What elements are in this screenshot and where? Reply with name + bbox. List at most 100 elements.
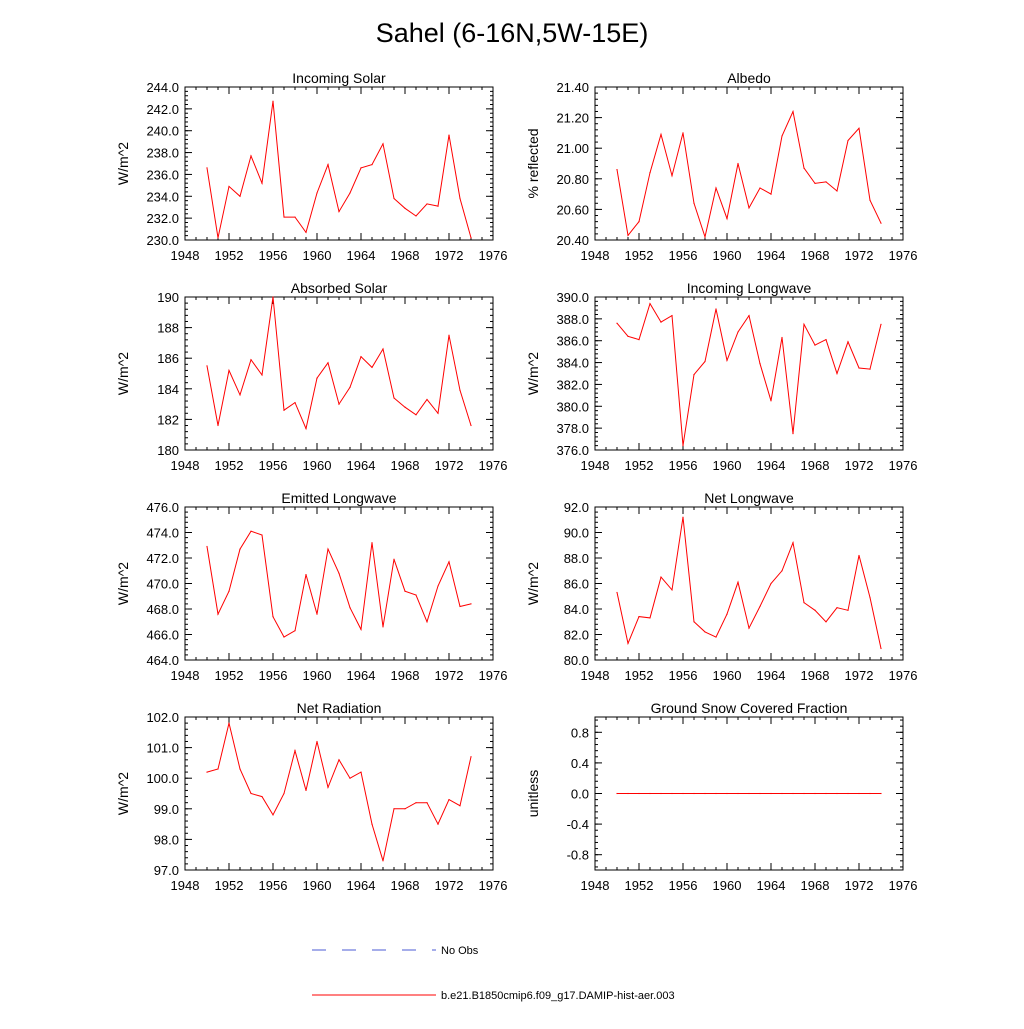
data-point (217, 768, 219, 770)
data-point (470, 424, 472, 427)
data-point (726, 217, 728, 220)
y-tick-label: 80.0 (564, 653, 589, 668)
x-tick-label: 1956 (669, 248, 698, 263)
y-tick-label: 0.4 (571, 756, 589, 771)
panel-title: Net Longwave (704, 490, 794, 506)
plot-frame (184, 296, 494, 451)
data-point (814, 792, 816, 795)
data-point (294, 750, 296, 752)
y-tick-label: 468.0 (146, 602, 179, 617)
y-tick-label: 474.0 (146, 526, 179, 541)
data-point (737, 792, 739, 795)
y-tick-label: 101.0 (146, 741, 179, 756)
data-point (682, 445, 684, 447)
y-tick-label: 388.0 (556, 312, 589, 327)
x-tick-label: 1964 (347, 458, 376, 473)
data-point (627, 792, 629, 795)
x-tick-label: 1976 (479, 668, 508, 683)
series-line (616, 302, 882, 446)
data-point (836, 792, 838, 795)
data-point (869, 596, 871, 599)
data-point (437, 585, 439, 587)
panel-title: Emitted Longwave (281, 490, 396, 506)
data-point (715, 308, 717, 310)
y-tick-label: 244.0 (146, 80, 179, 95)
data-point (228, 722, 230, 724)
x-tick-label: 1956 (259, 248, 288, 263)
data-point (382, 348, 384, 350)
y-axis-label: W/m^2 (115, 352, 131, 395)
data-point (470, 237, 472, 239)
x-tick-label: 1956 (259, 668, 288, 683)
y-tick-label: 476.0 (146, 500, 179, 515)
x-tick-label: 1968 (391, 458, 420, 473)
data-point (616, 169, 618, 171)
data-point (803, 323, 805, 325)
data-point (770, 792, 772, 795)
data-point (638, 339, 640, 341)
y-tick-label: 0.0 (571, 787, 589, 802)
data-point (294, 216, 296, 218)
x-tick-label: 1968 (801, 248, 830, 263)
y-tick-label: 382.0 (556, 377, 589, 392)
x-tick-label: 1976 (889, 668, 918, 683)
data-point (671, 792, 673, 795)
data-point (415, 594, 417, 596)
data-point (748, 627, 750, 629)
data-point (327, 786, 329, 788)
data-point (649, 302, 651, 305)
data-point (283, 216, 285, 218)
data-point (426, 203, 428, 205)
x-tick-label: 1968 (391, 668, 420, 683)
data-point (869, 199, 871, 201)
data-point (792, 110, 794, 113)
data-point (704, 360, 706, 363)
x-tick-label: 1952 (215, 458, 244, 473)
data-point (770, 582, 772, 585)
x-tick-label: 1968 (391, 248, 420, 263)
y-tick-label: 380.0 (556, 399, 589, 414)
x-tick-label: 1956 (259, 458, 288, 473)
data-point (616, 591, 618, 594)
panel-2: Absorbed Solar W/m^2 1948 1952 1956 1960 1964 1… (115, 280, 507, 473)
y-tick-label: 234.0 (146, 189, 179, 204)
x-tick-label: 1964 (757, 668, 786, 683)
y-tick-label: 378.0 (556, 421, 589, 436)
data-point (437, 823, 439, 825)
data-point (459, 605, 461, 608)
x-tick-label: 1948 (581, 668, 610, 683)
y-tick-label: 180 (157, 443, 179, 458)
data-point (206, 545, 208, 548)
data-point (327, 548, 329, 550)
data-point (426, 621, 428, 623)
y-tick-label: 21.20 (556, 111, 589, 126)
x-tick-label: 1948 (581, 878, 610, 893)
data-point (294, 401, 296, 404)
y-tick-label: 21.40 (556, 80, 589, 95)
x-tick-label: 1964 (757, 248, 786, 263)
data-point (792, 542, 794, 544)
data-point (360, 167, 362, 169)
data-point (858, 554, 860, 557)
y-tick-label: 20.60 (556, 202, 589, 217)
data-point (737, 581, 739, 583)
series-line (616, 109, 882, 239)
x-tick-label: 1948 (171, 878, 200, 893)
panel-title: Net Radiation (297, 700, 382, 716)
data-point (261, 182, 263, 184)
x-tick-label: 1960 (713, 248, 742, 263)
y-tick-label: -0.8 (567, 848, 589, 863)
x-tick-label: 1972 (845, 248, 874, 263)
x-tick-label: 1972 (845, 668, 874, 683)
data-point (616, 322, 618, 324)
y-tick-label: 92.0 (564, 500, 589, 515)
y-tick-label: 190 (157, 290, 179, 305)
data-point (272, 296, 274, 298)
y-tick-label: 376.0 (556, 443, 589, 458)
data-point (305, 789, 307, 792)
panel-3: Incoming Longwave W/m^2 1948 1952 1956 1960 19… (525, 280, 917, 473)
y-tick-label: 20.80 (556, 172, 589, 187)
y-tick-label: 102.0 (146, 710, 179, 725)
x-tick-label: 1972 (435, 878, 464, 893)
data-point (338, 572, 340, 574)
